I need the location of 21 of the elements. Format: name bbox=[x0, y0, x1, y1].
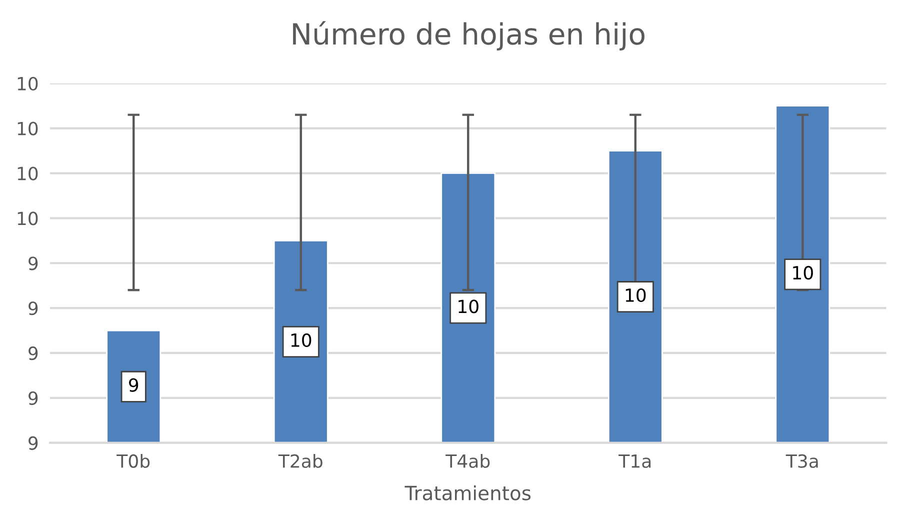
y-tick-label: 10 bbox=[18, 122, 38, 136]
y-tick-label: 9 bbox=[28, 346, 38, 360]
y-tick-label: 9 bbox=[28, 256, 38, 270]
data-label: 10 bbox=[626, 288, 646, 302]
x-tick-label: T1a bbox=[618, 454, 651, 468]
x-tick-label: T2ab bbox=[278, 454, 322, 468]
y-tick-label: 10 bbox=[18, 212, 38, 226]
data-label: 9 bbox=[129, 378, 138, 392]
data-label: 10 bbox=[458, 300, 478, 314]
y-tick-label: 9 bbox=[28, 302, 38, 316]
x-tick-label: T0b bbox=[116, 454, 150, 468]
y-tick-label: 9 bbox=[28, 391, 38, 406]
y-tick-label: 10 bbox=[18, 166, 38, 180]
data-label: 10 bbox=[291, 333, 312, 347]
x-tick-label: T3a bbox=[786, 454, 818, 468]
y-tick-label: 9 bbox=[28, 436, 38, 450]
data-label: 10 bbox=[793, 266, 813, 280]
y-tick-label: 10 bbox=[18, 76, 38, 90]
chart-title: Número de hojas en hijo bbox=[293, 21, 644, 51]
x-tick-label: T4ab bbox=[446, 454, 490, 468]
x-axis-title: Tratamientos bbox=[404, 485, 531, 500]
